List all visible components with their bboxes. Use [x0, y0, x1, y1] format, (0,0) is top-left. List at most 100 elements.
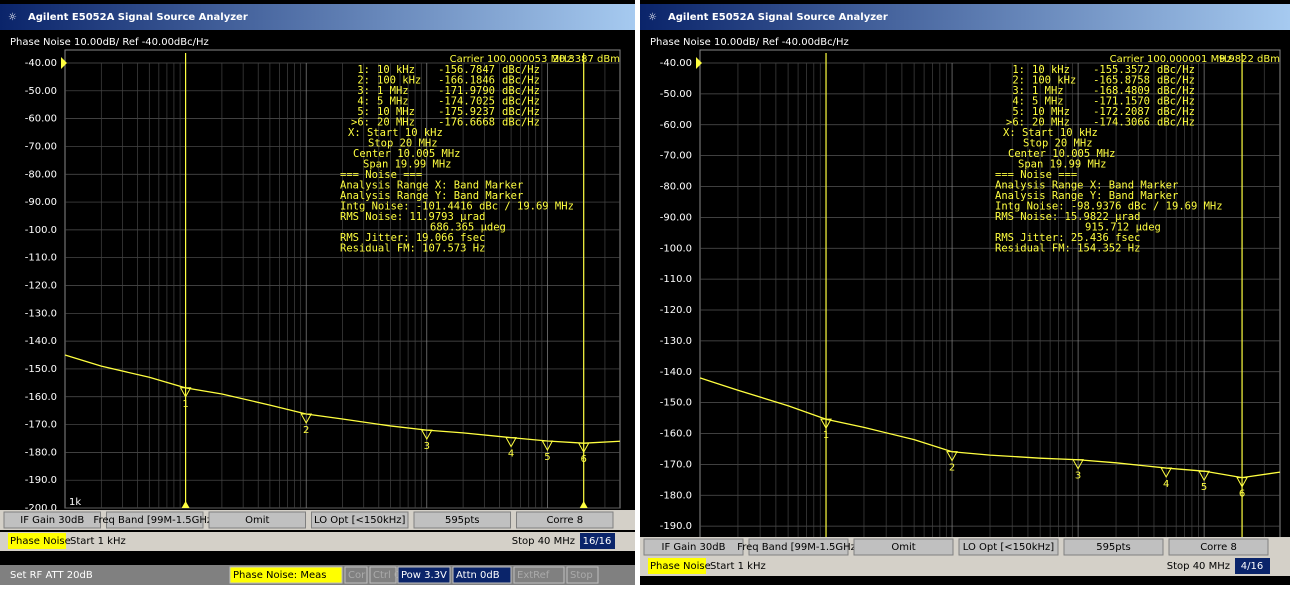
y-tick-label: -100.0 — [660, 243, 692, 254]
mode-box — [8, 533, 66, 549]
y-tick-label: -110.0 — [25, 253, 57, 264]
page: 16/16 — [583, 536, 612, 547]
marker-label: 1 — [823, 430, 829, 441]
y-tick-label: -50.00 — [660, 89, 692, 100]
readout-line: Stop 20 MHz — [368, 138, 438, 150]
bottom-text: Cor — [348, 570, 366, 581]
readout-line: RMS Noise: 11.9793 µrad — [340, 211, 485, 223]
marker-id: 5: — [357, 106, 370, 118]
status-text: Freq Band [99M-1.5GHz] — [93, 515, 216, 526]
y-tick-label: -160.0 — [660, 429, 692, 440]
marker-unit: dBc/Hz — [1157, 75, 1195, 87]
marker-unit: dBc/Hz — [502, 96, 540, 108]
y-tick-label: -190.0 — [25, 475, 57, 486]
marker-id: 2: — [1012, 75, 1025, 87]
readout-line: 915.712 µdeg — [1085, 222, 1161, 234]
marker-freq: 5 MHz — [1032, 96, 1064, 108]
marker — [1072, 459, 1084, 470]
status-cell — [311, 511, 409, 529]
y-tick-label: -110.0 — [660, 274, 692, 285]
marker-freq: 100 kHz — [377, 75, 421, 87]
readout-line: Span 19.99 MHz — [363, 159, 452, 171]
y-tick-label: -60.00 — [660, 120, 692, 131]
y-tick-label: -130.0 — [25, 308, 57, 319]
page-box — [580, 533, 615, 549]
marker-id: 3: — [357, 85, 370, 97]
marker-label: 1 — [182, 399, 188, 410]
y-tick-label: -120.0 — [660, 305, 692, 316]
bottom-text: Set RF ATT 20dB — [10, 570, 93, 581]
trace — [699, 377, 1281, 479]
marker-freq: 20 MHz — [377, 117, 415, 129]
marker-freq: 100 kHz — [1032, 75, 1076, 87]
readout-line: RMS Noise: 15.9822 µrad — [995, 211, 1140, 223]
readout-line: === Noise === — [995, 169, 1077, 181]
marker-id: 1: — [357, 64, 370, 76]
stop: Stop 40 MHz — [512, 536, 575, 547]
y-tick-label: -190.0 — [660, 521, 692, 532]
marker — [541, 440, 554, 452]
marker-unit: dBc/Hz — [1157, 96, 1195, 108]
start: Start 1 kHz — [710, 561, 766, 572]
marker-label: 2 — [949, 463, 955, 474]
ref-arrow — [696, 57, 702, 69]
marker-freq: 10 MHz — [1032, 106, 1070, 118]
status-cell — [748, 538, 849, 556]
readout-line: Residual FM: 154.352 Hz — [995, 243, 1140, 255]
readout-line: X: Start 10 kHz — [1003, 127, 1098, 139]
ref-arrow — [61, 57, 67, 69]
window-icon: ☼ — [8, 12, 17, 23]
readout-line: Stop 20 MHz — [1023, 138, 1093, 150]
marker-id: 3: — [1012, 85, 1025, 97]
marker — [820, 418, 832, 430]
readout-line: Analysis Range Y: Band Marker — [995, 190, 1178, 202]
marker-freq: 5 MHz — [377, 96, 409, 108]
marker-id: >6: — [1006, 117, 1025, 129]
y-tick-label: -120.0 — [25, 281, 57, 292]
marker — [420, 429, 433, 441]
trace-header: Phase Noise 10.00dB/ Ref -40.00dBc/Hz — [10, 37, 209, 48]
y-tick-label: -90.00 — [25, 197, 57, 208]
marker-value: -171.1570 — [1093, 96, 1150, 108]
y-tick-label: -70.00 — [25, 141, 57, 152]
window-bg — [0, 0, 635, 585]
bottom-cell — [513, 566, 565, 584]
bottom-cell — [344, 566, 368, 584]
marker-value: -155.3572 — [1093, 64, 1150, 76]
marker-label: 3 — [424, 441, 430, 452]
mode[interactable]: Phase Noise — [650, 561, 711, 572]
y-tick-label: -100.0 — [25, 225, 57, 236]
marker-unit: dBc/Hz — [1157, 64, 1195, 76]
band-marker-flag — [181, 501, 190, 508]
status-cell — [1063, 538, 1164, 556]
bottom-cell — [397, 566, 451, 584]
marker — [946, 451, 958, 462]
marker-value: -156.7847 — [438, 64, 495, 76]
marker-value: -176.6668 — [438, 117, 495, 129]
bottom-text: Pow 3.3V — [401, 570, 447, 581]
stop: Stop 40 MHz — [1167, 561, 1230, 572]
carrier-power: 9.9822 dBm — [1219, 54, 1280, 65]
marker — [1236, 477, 1248, 488]
carrier-power: 20.3387 dBm — [553, 54, 620, 65]
trace — [64, 354, 621, 444]
status-cell — [853, 538, 954, 556]
bottom-text: Attn 0dB — [456, 570, 500, 581]
y-tick-label: -80.00 — [25, 169, 57, 180]
marker-value: -174.3066 — [1093, 117, 1150, 129]
bottom-cell — [369, 566, 397, 584]
window-bg — [640, 0, 1290, 585]
readout-line: Intg Noise: -101.4416 dBc / 19.69 MHz — [340, 201, 574, 213]
trace-header: Phase Noise 10.00dB/ Ref -40.00dBc/Hz — [650, 37, 849, 48]
readout-line: X: Start 10 kHz — [348, 127, 443, 139]
marker-unit: dBc/Hz — [1157, 85, 1195, 97]
readout-line: Analysis Range X: Band Marker — [995, 180, 1178, 192]
bottom-text: ExtRef — [517, 570, 550, 581]
status-text: 595pts — [1096, 542, 1131, 553]
marker-unit: dBc/Hz — [502, 117, 540, 129]
mode[interactable]: Phase Noise — [10, 536, 71, 547]
y-tick-label: -60.00 — [25, 114, 57, 125]
marker — [1198, 470, 1210, 482]
marker — [577, 442, 590, 454]
